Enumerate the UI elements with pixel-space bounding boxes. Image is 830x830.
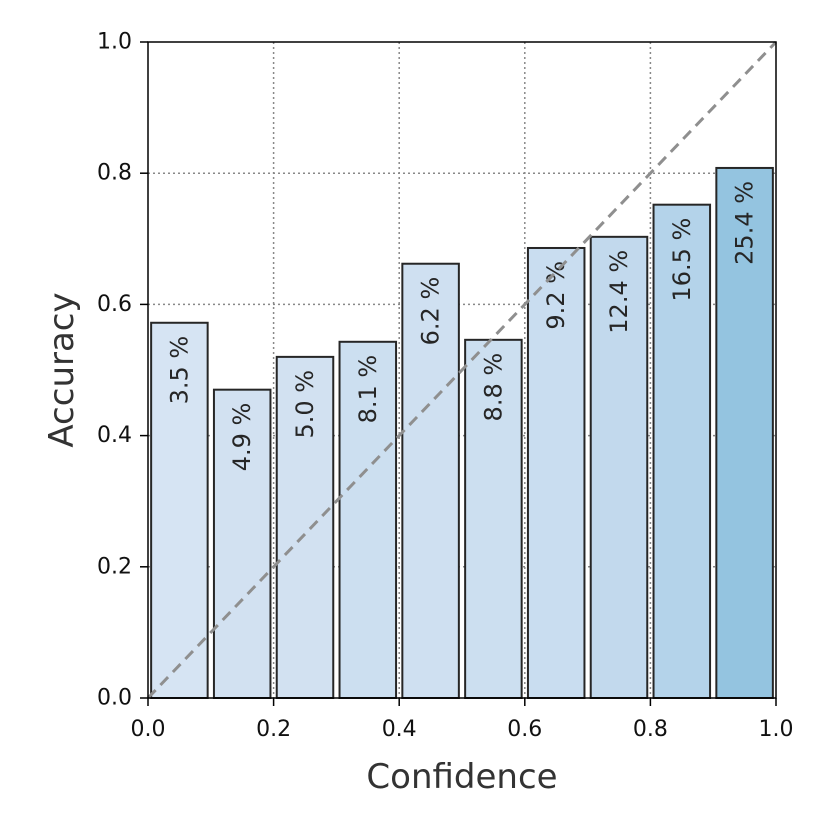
bar-label-7: 12.4 % — [605, 250, 633, 334]
y-tick-label: 0.8 — [97, 161, 132, 186]
x-axis-ticks: 0.0 0.2 0.4 0.6 0.8 1.0 — [131, 698, 794, 742]
bar-1 — [212, 388, 272, 699]
y-axis-ticks: 0.0 0.2 0.4 0.6 0.8 1.0 — [97, 30, 148, 711]
x-tick-label: 0.2 — [256, 717, 291, 742]
x-axis-label: Confidence — [366, 757, 557, 797]
bar-label-9: 25.4 % — [731, 181, 759, 265]
y-axis-label: Accuracy — [42, 292, 82, 447]
x-tick-label: 0.0 — [131, 717, 166, 742]
x-tick-label: 1.0 — [759, 717, 794, 742]
bar-2 — [275, 355, 335, 699]
bar-8 — [652, 203, 712, 700]
grid — [148, 42, 776, 698]
x-tick-label: 0.6 — [507, 717, 542, 742]
bar-label-4: 6.2 % — [417, 277, 445, 346]
y-tick-label: 0.0 — [97, 686, 132, 711]
bar-label-2: 5.0 % — [291, 370, 319, 439]
bar-label-1: 4.9 % — [228, 403, 256, 472]
y-tick-label: 0.4 — [97, 423, 132, 448]
plot-frame — [147, 41, 777, 699]
bar-7 — [589, 235, 649, 699]
bar-label-6: 9.2 % — [542, 261, 570, 330]
y-tick-label: 1.0 — [97, 30, 132, 55]
bar-label-0: 3.5 % — [165, 336, 193, 405]
x-tick-label: 0.8 — [633, 717, 668, 742]
bar-6 — [526, 246, 586, 699]
y-tick-label: 0.2 — [97, 554, 132, 579]
bar-5 — [464, 338, 523, 699]
x-tick-label: 0.4 — [382, 717, 417, 742]
bar-label-3: 8.1 % — [354, 355, 382, 424]
bar-label-5: 8.8 % — [479, 353, 507, 422]
y-tick-label: 0.6 — [97, 292, 132, 317]
perfect-calibration-line — [146, 40, 778, 700]
bar-label-8: 16.5 % — [668, 218, 696, 302]
bar-3 — [338, 340, 398, 699]
bar-labels: 3.5 % 4.9 % 5.0 % 8.1 % 6.2 % 8.8 % 9.2 % 12.4 … — [165, 181, 758, 471]
